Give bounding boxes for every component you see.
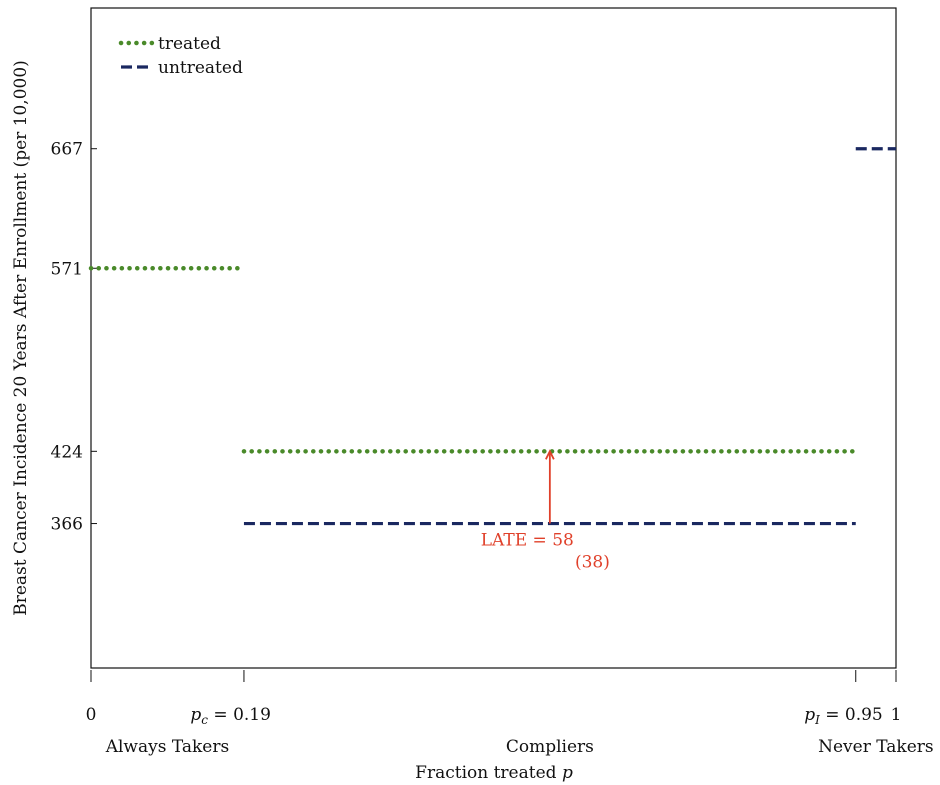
legend-label-untreated: untreated — [158, 58, 243, 78]
y-axis-title: Breast Cancer Incidence 20 Years After E… — [11, 60, 31, 616]
x-axis-title: Fraction treated p — [415, 763, 573, 783]
y-tick-label: 667 — [51, 140, 83, 160]
x-axis-ticks: 0 pc = 0.19 pI = 0.95 1 — [86, 670, 902, 727]
legend: treated untreated — [118, 34, 243, 78]
group-label: Never Takers — [818, 737, 934, 757]
late-label: LATE = 58 — [481, 531, 574, 551]
x-tick-label: 0 — [86, 705, 97, 725]
series-layer — [88, 147, 896, 526]
x-tick-label: pc = 0.19 — [190, 705, 271, 727]
group-labels: Always Takers Compliers Never Takers — [105, 737, 934, 757]
y-axis-ticks: 366 424 571 667 — [51, 140, 97, 535]
annotation: LATE = 58(38) — [481, 449, 610, 573]
plot-frame — [90, 7, 897, 669]
late-arrow-head — [545, 449, 555, 460]
x-tick-label: 1 — [891, 705, 902, 725]
y-tick-label: 366 — [51, 515, 83, 535]
x-tick-label: pI = 0.95 — [804, 705, 883, 727]
group-label: Always Takers — [105, 737, 230, 757]
y-tick-label: 424 — [51, 442, 83, 462]
late-se-label: (38) — [575, 553, 610, 573]
group-label: Compliers — [506, 737, 594, 757]
legend-label-treated: treated — [158, 34, 221, 54]
y-tick-label: 571 — [51, 259, 83, 279]
